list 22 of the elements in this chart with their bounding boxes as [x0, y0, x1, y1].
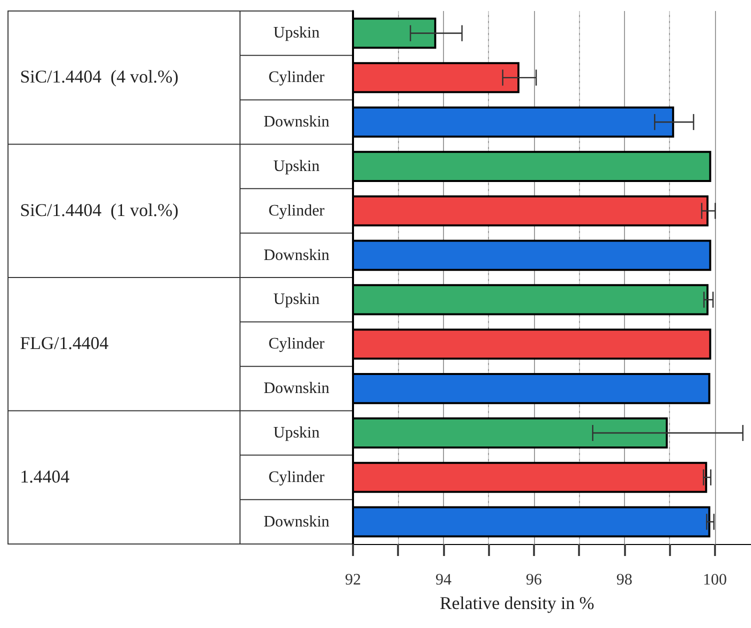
x-tick-label: 94 — [435, 572, 452, 588]
x-tick-label: 100 — [702, 572, 727, 588]
y-tick-label: Upskin — [273, 158, 320, 175]
y-tick-label: Downskin — [264, 114, 330, 131]
text: SiC/1.4404 (1 vol.%) — [20, 200, 179, 220]
y-tick-label: Cylinder — [268, 336, 326, 353]
text: SiC/1.4404 (4 vol.%) — [20, 66, 179, 87]
y-tick-label: Downskin — [264, 246, 330, 264]
y-tick-label: Downskin — [264, 513, 330, 530]
y-tick-label: Downskin — [264, 380, 330, 398]
y-tick-label: Upskin — [273, 24, 320, 42]
y-tick-label: Cylinder — [268, 468, 326, 486]
x-tick-label: 98 — [616, 572, 632, 588]
text: FLG/1.4404 — [20, 333, 109, 354]
y-tick-label: Cylinder — [268, 202, 326, 220]
y-tick-label: Upskin — [273, 424, 320, 442]
y-tick-label: Upskin — [273, 291, 320, 308]
x-axis-title: Relative density in % — [440, 593, 594, 613]
text: 1.4404 — [20, 466, 70, 486]
y-tick-label: Cylinder — [268, 69, 326, 86]
x-tick-label: 92 — [345, 572, 361, 588]
x-tick-label: 96 — [526, 572, 542, 588]
